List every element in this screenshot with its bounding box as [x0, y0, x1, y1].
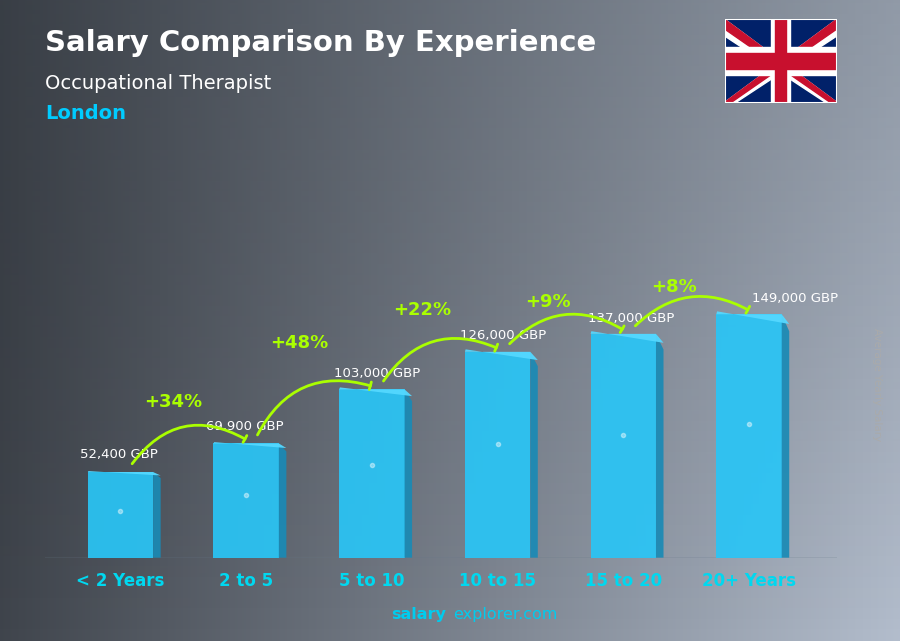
Bar: [339, 389, 404, 558]
Polygon shape: [782, 314, 789, 558]
Bar: [590, 334, 656, 558]
Polygon shape: [716, 312, 789, 324]
Bar: [771, 19, 790, 103]
Polygon shape: [279, 444, 286, 558]
Bar: [716, 314, 782, 558]
Bar: [465, 352, 530, 558]
Polygon shape: [153, 472, 161, 558]
Bar: [724, 53, 837, 69]
Text: 126,000 GBP: 126,000 GBP: [460, 329, 546, 342]
Text: +22%: +22%: [393, 301, 451, 319]
Text: salary: salary: [392, 607, 446, 622]
Polygon shape: [724, 19, 837, 103]
Text: +8%: +8%: [651, 278, 697, 297]
Text: Average Yearly Salary: Average Yearly Salary: [872, 328, 883, 441]
Text: London: London: [45, 104, 126, 123]
Text: Occupational Therapist: Occupational Therapist: [45, 74, 271, 93]
Polygon shape: [339, 387, 412, 396]
Polygon shape: [656, 334, 663, 558]
Polygon shape: [213, 442, 286, 448]
Bar: [724, 47, 837, 75]
Text: 137,000 GBP: 137,000 GBP: [588, 312, 674, 324]
Polygon shape: [404, 389, 412, 558]
Polygon shape: [724, 19, 837, 103]
Bar: [87, 472, 153, 558]
Polygon shape: [465, 349, 538, 360]
Bar: [213, 444, 279, 558]
Text: +48%: +48%: [270, 334, 328, 352]
Bar: [775, 19, 787, 103]
Text: explorer.com: explorer.com: [453, 607, 557, 622]
Text: 103,000 GBP: 103,000 GBP: [334, 367, 420, 379]
Polygon shape: [724, 19, 837, 103]
Polygon shape: [87, 471, 161, 476]
Text: Salary Comparison By Experience: Salary Comparison By Experience: [45, 29, 596, 57]
Text: 52,400 GBP: 52,400 GBP: [80, 448, 158, 461]
Polygon shape: [530, 352, 538, 558]
Text: 69,900 GBP: 69,900 GBP: [206, 419, 284, 433]
Polygon shape: [724, 19, 837, 103]
Text: +9%: +9%: [525, 293, 571, 312]
Text: 149,000 GBP: 149,000 GBP: [752, 292, 838, 305]
Polygon shape: [590, 331, 663, 343]
Text: +34%: +34%: [144, 393, 202, 411]
